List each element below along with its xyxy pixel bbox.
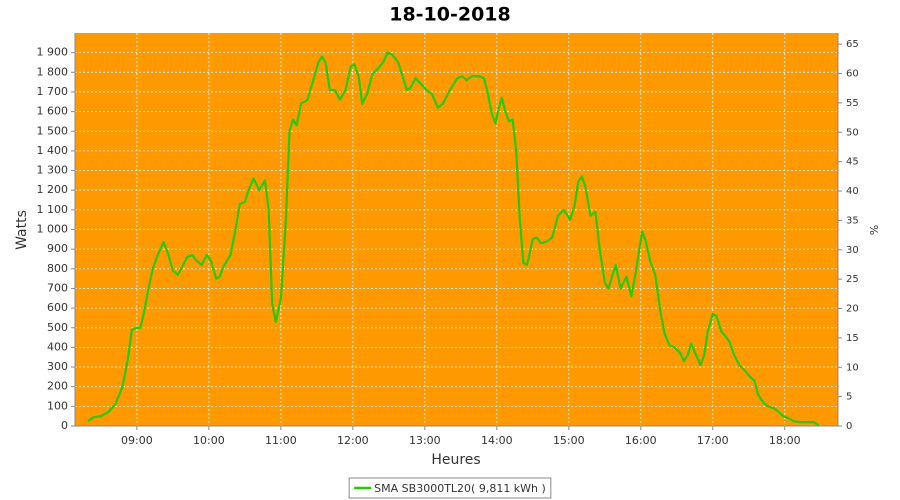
series-line [87, 51, 820, 426]
y2-tick-label: 55 [846, 98, 859, 109]
y2-tick-label: 40 [846, 186, 859, 197]
legend-box [348, 477, 552, 499]
chart-title: 18-10-2018 [389, 4, 511, 26]
x-tick-label: 17:00 [697, 434, 729, 447]
y2-tick-label: 15 [846, 333, 859, 344]
x-tick-label: 18:00 [769, 434, 801, 447]
x-tick-label: 16:00 [625, 434, 657, 447]
y-tick-label: 1 800 [37, 65, 69, 78]
x-axis-title: Heures [431, 452, 480, 468]
y-tick-label: 400 [47, 340, 68, 353]
y-tick-label: 1 300 [37, 164, 69, 177]
y-tick-label: 1 700 [37, 85, 69, 98]
y2-tick-label: 60 [846, 69, 859, 80]
y2-tick-label: 25 [846, 274, 859, 285]
y2-tick-label: 30 [846, 245, 859, 256]
y2-tick-label: 65 [846, 39, 859, 50]
x-tick-label: 09:00 [121, 434, 153, 447]
x-tick-label: 14:00 [481, 434, 513, 447]
y-tick-label: 900 [47, 242, 68, 255]
y-axis-title: Watts [14, 210, 30, 250]
y-tick-label: 100 [47, 399, 68, 412]
y2-tick-label: 5 [846, 392, 852, 403]
x-tick-label: 15:00 [553, 434, 585, 447]
y-tick-label: 800 [47, 262, 68, 275]
legend-label: SMA SB3000TL20( 9,811 kWh ) [374, 482, 546, 495]
y-tick-label: 1 500 [37, 124, 69, 137]
x-tick-label: 12:00 [337, 434, 369, 447]
y2-tick-label: 35 [846, 215, 859, 226]
y-tick-label: 1 600 [37, 105, 69, 118]
y-tick-label: 300 [47, 360, 68, 373]
y2-tick-label: 50 [846, 127, 859, 138]
x-tick-label: 11:00 [265, 434, 297, 447]
y-tick-label: 600 [47, 301, 68, 314]
x-tick-label: 10:00 [193, 434, 225, 447]
y-tick-label: 1 000 [37, 223, 69, 236]
y-tick-label: 1 900 [37, 46, 69, 59]
y2-tick-label: 20 [846, 304, 859, 315]
y2-axis-title: % [867, 225, 880, 235]
y-tick-label: 700 [47, 281, 68, 294]
y2-tick-label: 10 [846, 362, 859, 373]
y-tick-label: 1 100 [37, 203, 69, 216]
y2-tick-label: 0 [846, 421, 852, 432]
y-tick-label: 500 [47, 321, 68, 334]
legend: SMA SB3000TL20( 9,811 kWh ) [348, 477, 552, 499]
y-tick-label: 1 200 [37, 183, 69, 196]
x-tick-label: 13:00 [409, 434, 441, 447]
y-tick-label: 200 [47, 380, 68, 393]
y2-tick-label: 45 [846, 157, 859, 168]
y-tick-label: 1 400 [37, 144, 69, 157]
y-tick-label: 0 [61, 419, 68, 432]
